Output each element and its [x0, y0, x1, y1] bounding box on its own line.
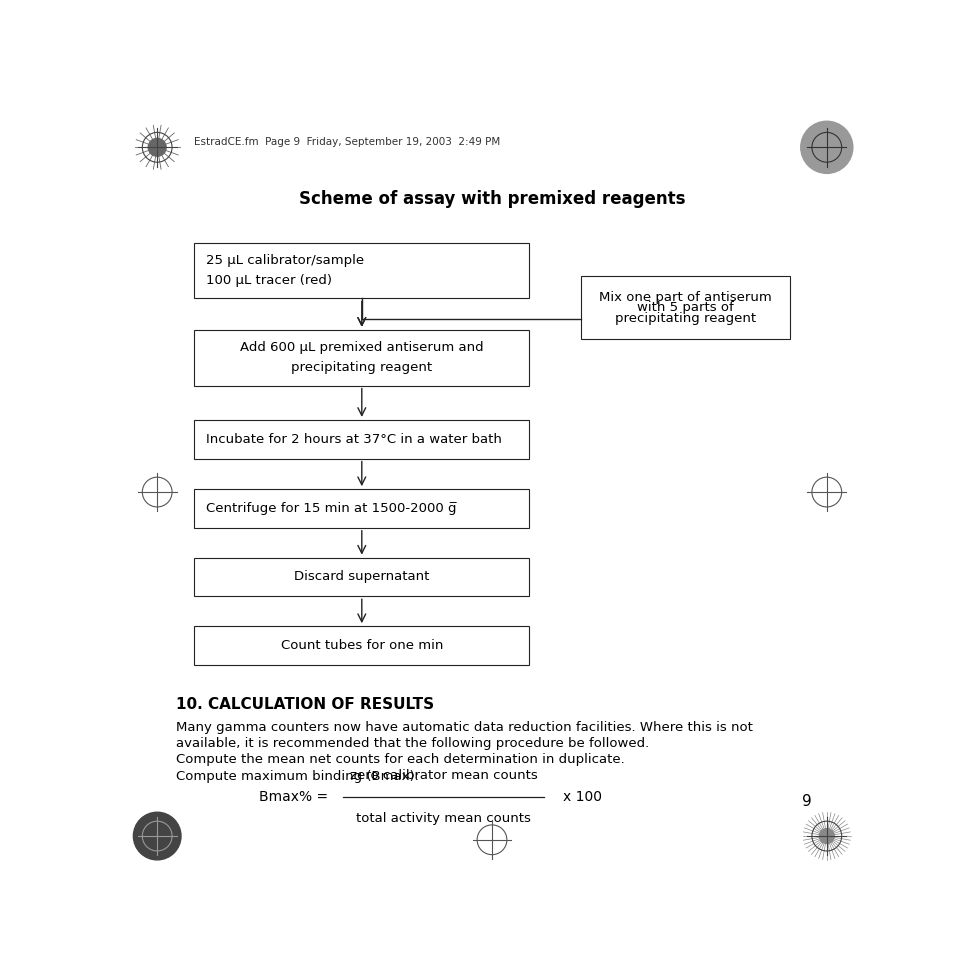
Text: Compute maximum binding (Bmax):: Compute maximum binding (Bmax): [176, 770, 419, 783]
FancyBboxPatch shape [581, 277, 789, 339]
Circle shape [801, 121, 852, 173]
Text: Add 600 μL premixed antiserum and: Add 600 μL premixed antiserum and [240, 341, 484, 355]
FancyBboxPatch shape [194, 489, 529, 528]
Text: Mix one part of antiserum: Mix one part of antiserum [599, 291, 772, 304]
Text: Scheme of assay with premixed reagents: Scheme of assay with premixed reagents [299, 190, 685, 209]
Text: available, it is recommended that the following procedure be followed.: available, it is recommended that the fo… [176, 737, 649, 750]
Text: zero calibrator mean counts: zero calibrator mean counts [349, 770, 538, 782]
Text: Bmax% =: Bmax% = [259, 790, 328, 805]
FancyBboxPatch shape [194, 243, 529, 299]
Text: Compute the mean net counts for each determination in duplicate.: Compute the mean net counts for each det… [176, 753, 625, 767]
Text: 9: 9 [803, 794, 812, 808]
FancyBboxPatch shape [194, 330, 529, 386]
Text: with 5 parts of: with 5 parts of [637, 302, 733, 314]
Circle shape [133, 812, 181, 860]
FancyBboxPatch shape [194, 558, 529, 597]
Text: Incubate for 2 hours at 37°C in a water bath: Incubate for 2 hours at 37°C in a water … [205, 432, 501, 446]
Text: 10. CALCULATION OF RESULTS: 10. CALCULATION OF RESULTS [176, 697, 434, 712]
Text: x 100: x 100 [563, 790, 602, 805]
FancyBboxPatch shape [194, 420, 529, 458]
Circle shape [819, 829, 834, 843]
Text: 25 μL calibrator/sample: 25 μL calibrator/sample [205, 254, 364, 267]
Text: total activity mean counts: total activity mean counts [356, 812, 531, 825]
FancyBboxPatch shape [194, 626, 529, 664]
Text: precipitating reagent: precipitating reagent [291, 361, 432, 374]
Text: Many gamma counters now have automatic data reduction facilities. Where this is : Many gamma counters now have automatic d… [176, 720, 753, 734]
Text: 100 μL tracer (red): 100 μL tracer (red) [205, 274, 331, 287]
Text: Discard supernatant: Discard supernatant [294, 571, 429, 583]
Text: Centrifuge for 15 min at 1500-2000 g̅: Centrifuge for 15 min at 1500-2000 g̅ [205, 502, 456, 515]
Circle shape [148, 138, 166, 157]
Text: EstradCE.fm  Page 9  Friday, September 19, 2003  2:49 PM: EstradCE.fm Page 9 Friday, September 19,… [194, 137, 501, 147]
Text: Count tubes for one min: Count tubes for one min [280, 639, 443, 652]
Text: precipitating reagent: precipitating reagent [614, 311, 756, 325]
